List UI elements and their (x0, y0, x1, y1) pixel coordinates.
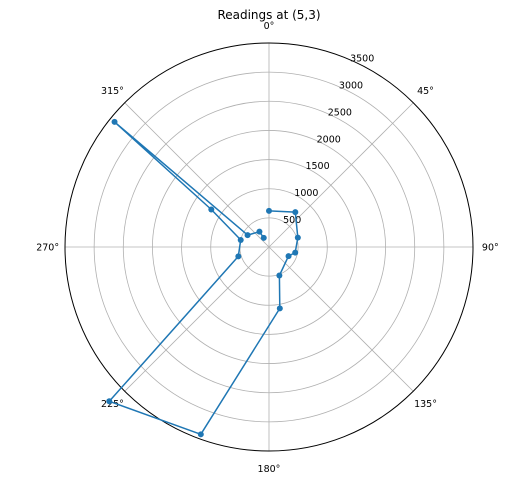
angular-gridlines (65, 43, 473, 451)
radial-tick-label-1000: 1000 (294, 188, 318, 199)
data-point-3 (292, 249, 299, 256)
radial-tick-label-1500: 1500 (305, 161, 329, 172)
polar-frame (64, 42, 474, 452)
angle-tick-label-270: 270° (36, 243, 59, 254)
radial-tick-label-500: 500 (283, 215, 301, 226)
angular-gridline-135 (268, 246, 414, 392)
angle-tick-label-0: 0° (264, 21, 275, 32)
angle-tick-label-135: 135° (414, 399, 437, 410)
data-point-10 (237, 236, 244, 243)
data-point-11 (208, 206, 215, 213)
data-point-13 (244, 232, 251, 239)
chart-title: Readings at (5,3) (217, 8, 320, 22)
radial-tick-labels: 500 1000 1500 2000 2500 3000 3500 (283, 54, 374, 227)
polar-frame-circle (64, 42, 474, 452)
data-point-0 (266, 207, 272, 214)
data-point-6 (276, 305, 283, 312)
data-point-1 (292, 209, 299, 216)
data-point-8 (106, 398, 113, 405)
data-point-7 (197, 431, 204, 438)
data-point-4 (285, 253, 292, 260)
angle-tick-label-225: 225° (101, 399, 124, 410)
angular-tick-labels: 0° 45° 90° 135° 180° 225° 270° 315° (36, 21, 499, 475)
data-point-14 (256, 228, 263, 235)
readings-series (106, 118, 301, 438)
data-point-2 (294, 234, 301, 241)
data-point-5 (276, 272, 283, 279)
angle-tick-label-45: 45° (417, 86, 434, 97)
angle-tick-label-180: 180° (258, 464, 281, 475)
radial-tick-label-3500: 3500 (350, 54, 374, 65)
angular-gridline-45 (268, 102, 414, 248)
series-line (108, 121, 299, 436)
angle-tick-label-90: 90° (482, 243, 499, 254)
radial-tick-label-2000: 2000 (317, 134, 341, 145)
data-point-12 (111, 118, 118, 125)
data-point-9 (235, 253, 242, 260)
radial-tick-label-3000: 3000 (339, 80, 363, 91)
angular-gridline-225 (124, 246, 270, 392)
radial-tick-label-2500: 2500 (328, 107, 352, 118)
data-point-15 (260, 234, 267, 241)
angle-tick-label-315: 315° (101, 86, 124, 97)
angular-gridline-315 (124, 102, 270, 248)
